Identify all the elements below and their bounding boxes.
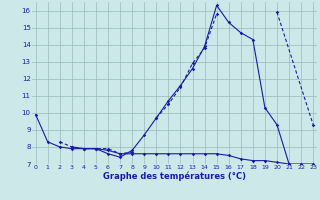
X-axis label: Graphe des températures (°C): Graphe des températures (°C) bbox=[103, 172, 246, 181]
